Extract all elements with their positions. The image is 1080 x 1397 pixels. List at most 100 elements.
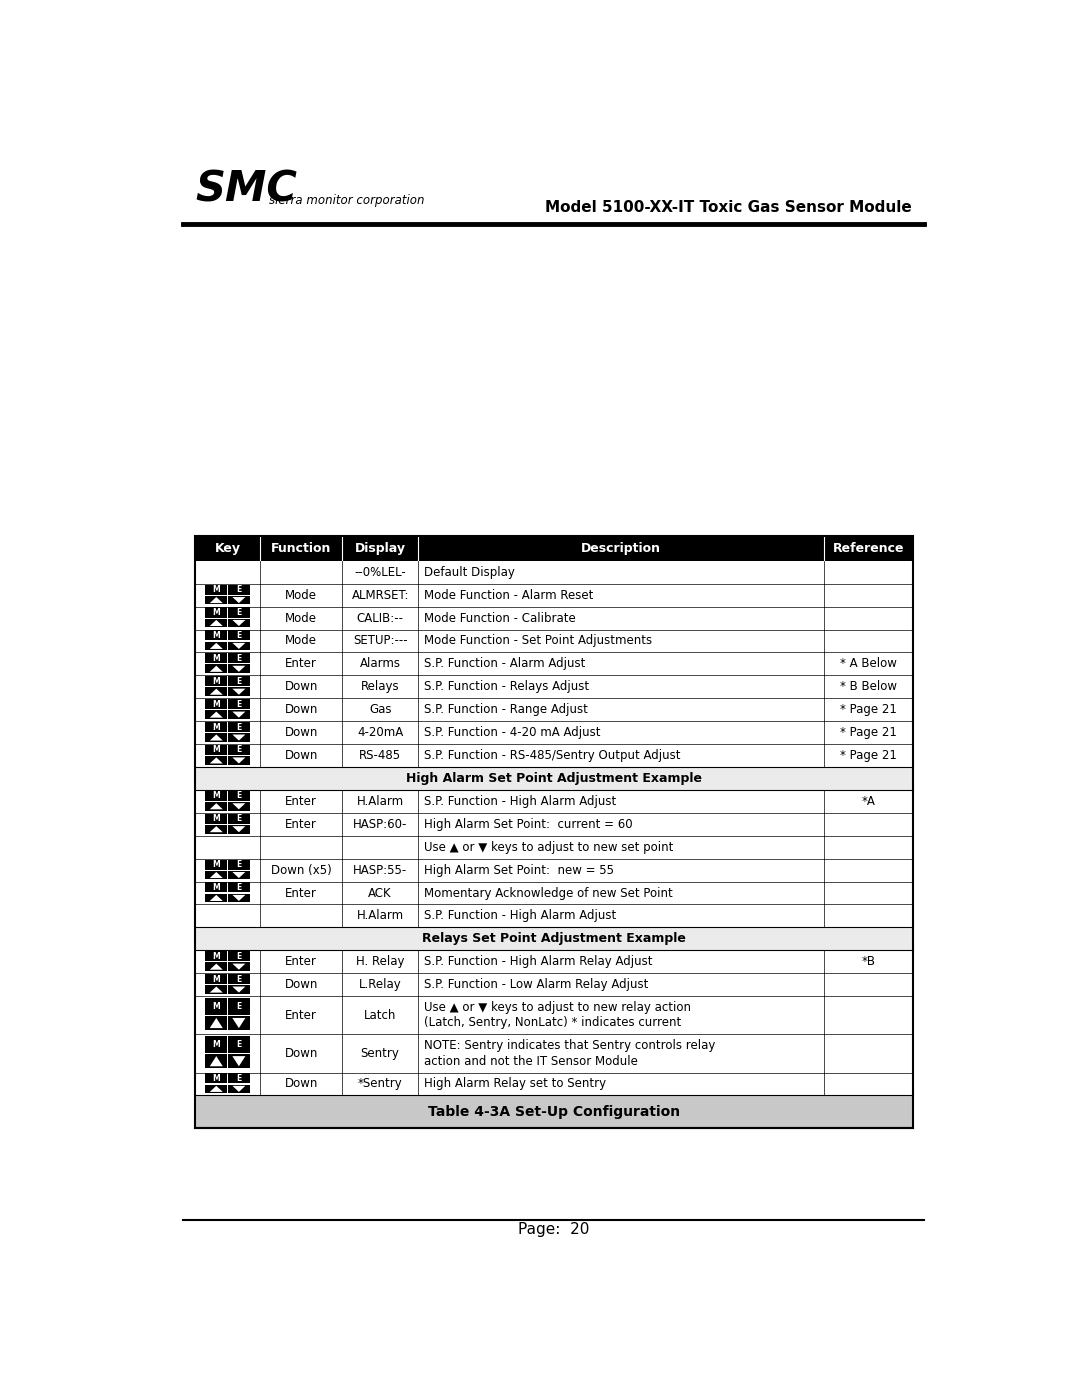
Bar <box>228 859 249 869</box>
Text: Reference: Reference <box>833 542 904 555</box>
Text: Description: Description <box>581 542 661 555</box>
Text: E: E <box>237 700 242 708</box>
Text: M: M <box>213 676 220 686</box>
Text: CALIB:--: CALIB:-- <box>356 612 404 624</box>
Bar <box>205 710 227 719</box>
Bar <box>205 745 227 754</box>
Text: Down: Down <box>284 749 318 761</box>
Text: S.P. Function - Alarm Adjust: S.P. Function - Alarm Adjust <box>423 658 585 671</box>
Text: E: E <box>237 951 242 961</box>
Bar <box>195 789 914 813</box>
Bar <box>228 997 249 1014</box>
Bar <box>195 974 914 996</box>
Bar <box>195 859 914 882</box>
Text: * B Below: * B Below <box>840 680 897 693</box>
Text: M: M <box>213 608 220 617</box>
Text: S.P. Function - High Alarm Relay Adjust: S.P. Function - High Alarm Relay Adjust <box>423 956 652 968</box>
Bar <box>195 1034 914 1073</box>
Bar <box>228 813 249 824</box>
Text: Sentry: Sentry <box>361 1046 400 1060</box>
Text: *Sentry: *Sentry <box>357 1077 403 1091</box>
Text: E: E <box>237 814 242 823</box>
Text: M: M <box>213 1039 220 1049</box>
Bar <box>205 870 227 879</box>
Polygon shape <box>210 620 222 626</box>
Bar <box>205 997 227 1014</box>
Bar <box>228 654 249 664</box>
Text: E: E <box>237 654 242 662</box>
Bar <box>195 904 914 928</box>
Bar <box>228 595 249 605</box>
Text: Mode: Mode <box>285 634 318 647</box>
Text: Model 5100-XX-IT Toxic Gas Sensor Module: Model 5100-XX-IT Toxic Gas Sensor Module <box>545 200 912 215</box>
Bar <box>228 756 249 764</box>
Bar <box>205 1053 227 1069</box>
Polygon shape <box>232 666 245 672</box>
Bar <box>195 535 914 1127</box>
Text: Down: Down <box>284 680 318 693</box>
Bar <box>228 985 249 993</box>
Bar <box>195 535 914 560</box>
Text: H.Alarm: H.Alarm <box>356 909 404 922</box>
Polygon shape <box>232 826 245 833</box>
Text: HASP:55-: HASP:55- <box>353 863 407 877</box>
Text: Down: Down <box>284 1046 318 1060</box>
Bar <box>228 733 249 742</box>
Text: E: E <box>237 861 242 869</box>
Polygon shape <box>232 803 245 809</box>
Text: E: E <box>237 746 242 754</box>
Bar <box>195 767 914 789</box>
Text: M: M <box>213 814 220 823</box>
Bar <box>228 698 249 710</box>
Bar <box>195 560 914 584</box>
Bar <box>195 813 914 835</box>
Text: HASP:60-: HASP:60- <box>353 817 407 831</box>
Polygon shape <box>210 895 222 901</box>
Text: L.Relay: L.Relay <box>359 978 402 992</box>
Polygon shape <box>232 1056 245 1066</box>
Bar <box>195 882 914 904</box>
Polygon shape <box>232 735 245 740</box>
Bar <box>228 791 249 800</box>
Polygon shape <box>210 826 222 833</box>
Text: Mode Function - Set Point Adjustments: Mode Function - Set Point Adjustments <box>423 634 652 647</box>
Bar <box>228 619 249 627</box>
Bar <box>195 630 914 652</box>
Text: Latch: Latch <box>364 1009 396 1021</box>
Polygon shape <box>232 597 245 604</box>
Polygon shape <box>210 964 222 970</box>
Bar <box>195 1095 914 1127</box>
Text: High Alarm Relay set to Sentry: High Alarm Relay set to Sentry <box>423 1077 606 1091</box>
Bar <box>205 1073 227 1084</box>
Text: S.P. Function - Low Alarm Relay Adjust: S.P. Function - Low Alarm Relay Adjust <box>423 978 648 992</box>
Bar <box>205 665 227 673</box>
Bar <box>228 608 249 617</box>
Polygon shape <box>232 1018 245 1028</box>
Bar <box>228 1037 249 1053</box>
Text: E: E <box>237 722 242 732</box>
Text: * Page 21: * Page 21 <box>840 726 897 739</box>
Text: E: E <box>237 585 242 594</box>
Polygon shape <box>232 872 245 879</box>
Text: H. Relay: H. Relay <box>356 956 404 968</box>
Bar <box>228 630 249 640</box>
Bar <box>195 996 914 1034</box>
Text: E: E <box>237 608 242 617</box>
Polygon shape <box>210 986 222 993</box>
Bar <box>205 883 227 893</box>
Text: E: E <box>237 1002 242 1011</box>
Text: --0%LEL-: --0%LEL- <box>354 566 406 578</box>
Bar <box>205 974 227 983</box>
Bar <box>205 1037 227 1053</box>
Polygon shape <box>210 1056 222 1066</box>
Text: H.Alarm: H.Alarm <box>356 795 404 807</box>
Text: *A: *A <box>862 795 876 807</box>
Bar <box>205 1084 227 1094</box>
Bar <box>228 584 249 595</box>
Polygon shape <box>210 1085 222 1092</box>
Text: Alarms: Alarms <box>360 658 401 671</box>
Bar <box>205 813 227 824</box>
Polygon shape <box>210 872 222 879</box>
Bar <box>228 1073 249 1084</box>
Text: Mode: Mode <box>285 612 318 624</box>
